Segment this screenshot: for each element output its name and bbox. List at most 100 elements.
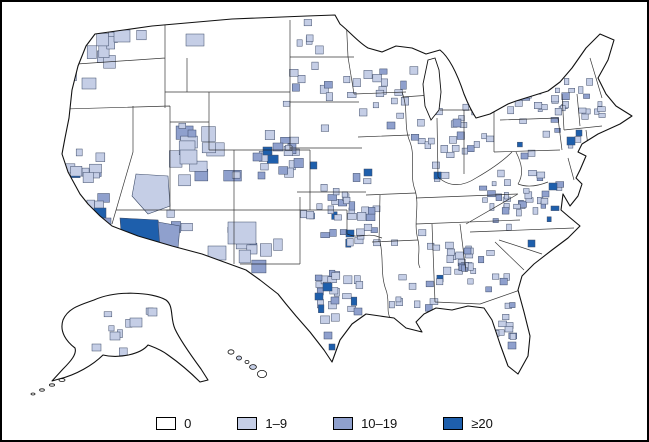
county-shape <box>418 229 427 237</box>
county-shape <box>333 214 342 221</box>
county-shape <box>306 211 315 220</box>
county-shape <box>157 221 181 249</box>
county-shape <box>363 70 373 79</box>
county-shape <box>519 118 527 124</box>
county-shape <box>481 133 487 140</box>
county-shape <box>347 213 357 220</box>
county-shape <box>509 333 517 340</box>
county-shape <box>527 239 536 248</box>
county-shape <box>251 259 267 274</box>
county-shape <box>446 248 455 256</box>
county-shape <box>542 83 549 91</box>
county-shape <box>534 102 543 109</box>
county-shape <box>94 200 104 209</box>
county-shape <box>574 136 582 143</box>
county-shape <box>346 238 354 247</box>
county-shape <box>278 166 288 175</box>
county-shape <box>451 145 460 152</box>
county-shape <box>96 33 109 47</box>
county-shape <box>528 170 537 177</box>
county-shape <box>507 341 517 350</box>
county-shape <box>103 311 113 318</box>
county-shape <box>363 223 373 231</box>
county-shape <box>541 190 550 198</box>
county-shape <box>554 108 562 116</box>
county-shape <box>70 166 83 177</box>
county-shape <box>323 331 333 340</box>
alaska-land <box>52 293 208 382</box>
county-shape <box>485 286 492 293</box>
county-shape <box>207 245 227 261</box>
county-shape <box>178 122 186 129</box>
county-shape <box>509 302 516 308</box>
county-shape <box>252 152 263 162</box>
county-shape <box>152 242 165 253</box>
county-shape <box>329 229 337 237</box>
county-shape <box>424 141 431 149</box>
county-shape <box>554 128 561 133</box>
county-shape <box>327 194 337 201</box>
county-shape <box>246 244 258 255</box>
county-shape <box>289 69 299 77</box>
county-shape <box>456 131 465 140</box>
county-shape <box>536 171 546 179</box>
county-shape <box>550 205 560 211</box>
county-shape <box>395 296 402 303</box>
county-shape <box>517 141 523 148</box>
county-shape <box>341 191 348 198</box>
county-shape <box>372 74 382 83</box>
county-shape <box>417 138 426 145</box>
county-shape <box>502 314 510 321</box>
aleutian-island <box>39 388 45 392</box>
county-shape <box>322 282 333 292</box>
county-shape <box>486 135 495 143</box>
county-shape <box>272 142 284 152</box>
aleutian-islands <box>30 378 66 396</box>
county-shape <box>280 137 291 144</box>
county-shape <box>461 264 469 272</box>
county-shape <box>391 97 398 105</box>
county-shape <box>479 185 488 191</box>
county-shape <box>343 275 353 285</box>
legend-item: 10–19 <box>333 416 397 431</box>
county-shape <box>432 244 441 251</box>
county-shape <box>296 39 303 47</box>
county-shape <box>463 247 472 255</box>
county-shape <box>345 229 355 238</box>
county-shape <box>467 278 474 285</box>
county-shape <box>445 241 454 249</box>
county-shape <box>330 296 340 305</box>
county-shape <box>478 256 485 264</box>
county-shape <box>461 147 468 155</box>
county-shape <box>516 209 522 217</box>
county-shape <box>548 182 558 191</box>
county-shape <box>446 255 454 263</box>
county-shape <box>282 100 291 107</box>
county-shape <box>598 112 606 118</box>
county-shape <box>357 212 367 221</box>
county-shape <box>264 130 275 140</box>
county-shape <box>320 124 329 132</box>
county-shape <box>551 95 559 103</box>
county-shape <box>331 272 341 280</box>
alaska-county-shapes <box>91 307 158 356</box>
county-shape <box>147 307 158 317</box>
county-shape <box>575 129 583 137</box>
county-shape <box>108 325 115 332</box>
county-shape <box>86 45 97 59</box>
county-shape <box>391 239 398 246</box>
county-shape <box>314 292 324 301</box>
county-shape <box>449 136 457 144</box>
county-shape <box>497 169 505 178</box>
county-shape <box>372 102 379 109</box>
river-boundaries <box>379 91 421 319</box>
county-shape <box>129 317 143 328</box>
county-shape <box>355 281 364 289</box>
hawaii-island <box>244 359 250 364</box>
county-shape <box>428 137 435 145</box>
legend-swatch <box>333 417 354 430</box>
county-shape <box>318 304 325 313</box>
county-shape <box>82 172 94 183</box>
county-shape <box>292 83 300 92</box>
legend: 0 1–9 10–19 ≥20 <box>2 416 647 431</box>
